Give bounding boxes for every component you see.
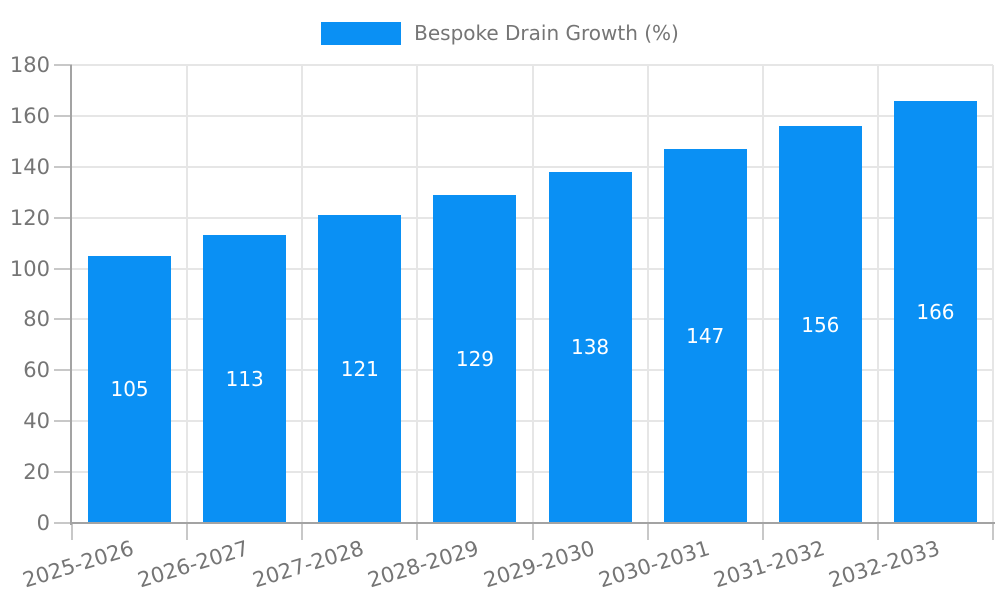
bar bbox=[663, 148, 747, 522]
y-tick bbox=[54, 216, 72, 219]
v-gridline bbox=[876, 65, 879, 523]
bar bbox=[203, 235, 287, 522]
bar bbox=[433, 194, 517, 522]
y-tick-label: 0 bbox=[36, 511, 50, 535]
y-tick-label: 140 bbox=[9, 154, 50, 179]
bar bbox=[318, 215, 402, 522]
v-gridline bbox=[992, 65, 994, 523]
y-tick bbox=[54, 165, 72, 168]
y-tick-label: 160 bbox=[9, 103, 50, 128]
x-tick bbox=[992, 523, 994, 540]
y-tick-label: 40 bbox=[23, 409, 50, 434]
bar-value-label: 129 bbox=[455, 346, 495, 371]
x-tick bbox=[416, 523, 419, 540]
y-tick-label: 100 bbox=[9, 256, 50, 281]
bar-value-label: 156 bbox=[801, 312, 840, 337]
bar bbox=[88, 255, 172, 522]
v-gridline bbox=[531, 65, 534, 523]
legend[interactable]: Bespoke Drain Growth (%) bbox=[0, 22, 1000, 45]
legend-swatch bbox=[321, 22, 402, 45]
bar bbox=[548, 171, 632, 522]
v-gridline bbox=[301, 65, 304, 523]
y-tick bbox=[54, 114, 72, 117]
bar-value-label: 105 bbox=[110, 377, 149, 402]
bar-value-label: 113 bbox=[225, 367, 264, 392]
x-tick-label: 2026-2027 bbox=[135, 536, 252, 593]
x-tick-label: 2031-2032 bbox=[710, 536, 828, 593]
y-tick-label: 80 bbox=[23, 307, 50, 332]
y-tick-label: 20 bbox=[23, 460, 50, 485]
x-axis-line bbox=[70, 522, 995, 524]
y-tick bbox=[54, 522, 72, 524]
x-tick bbox=[186, 523, 189, 540]
y-tick bbox=[54, 318, 72, 321]
bar bbox=[778, 126, 862, 522]
y-tick bbox=[54, 420, 72, 423]
x-tick bbox=[531, 523, 534, 540]
v-gridline bbox=[761, 65, 764, 523]
v-gridline bbox=[186, 65, 189, 523]
bar-value-label: 121 bbox=[340, 357, 379, 382]
v-gridline bbox=[646, 65, 649, 523]
x-tick-label: 2028-2029 bbox=[365, 536, 482, 593]
v-gridline bbox=[416, 65, 419, 523]
y-tick-label: 60 bbox=[23, 358, 50, 383]
bar-value-label: 147 bbox=[686, 323, 725, 348]
y-tick bbox=[54, 267, 72, 270]
x-tick bbox=[301, 523, 304, 540]
x-tick bbox=[876, 523, 879, 540]
x-tick-label: 2027-2028 bbox=[250, 536, 367, 593]
y-tick bbox=[54, 369, 72, 372]
x-tick bbox=[71, 523, 73, 540]
x-tick-label: 2030-2031 bbox=[595, 536, 713, 593]
x-tick-label: 2029-2030 bbox=[480, 536, 598, 593]
x-tick bbox=[761, 523, 764, 540]
x-tick-label: 2032-2033 bbox=[825, 536, 943, 593]
bar-value-label: 138 bbox=[570, 335, 610, 360]
y-axis-line bbox=[70, 65, 72, 525]
bar bbox=[893, 100, 977, 522]
y-tick-label: 120 bbox=[9, 205, 50, 230]
bar-value-label: 166 bbox=[916, 299, 955, 324]
x-tick-label: 2025-2026 bbox=[20, 536, 137, 593]
y-tick bbox=[54, 64, 72, 66]
y-tick-label: 180 bbox=[9, 53, 50, 77]
legend-label: Bespoke Drain Growth (%) bbox=[414, 21, 679, 45]
y-tick bbox=[54, 471, 72, 474]
x-tick bbox=[646, 523, 649, 540]
